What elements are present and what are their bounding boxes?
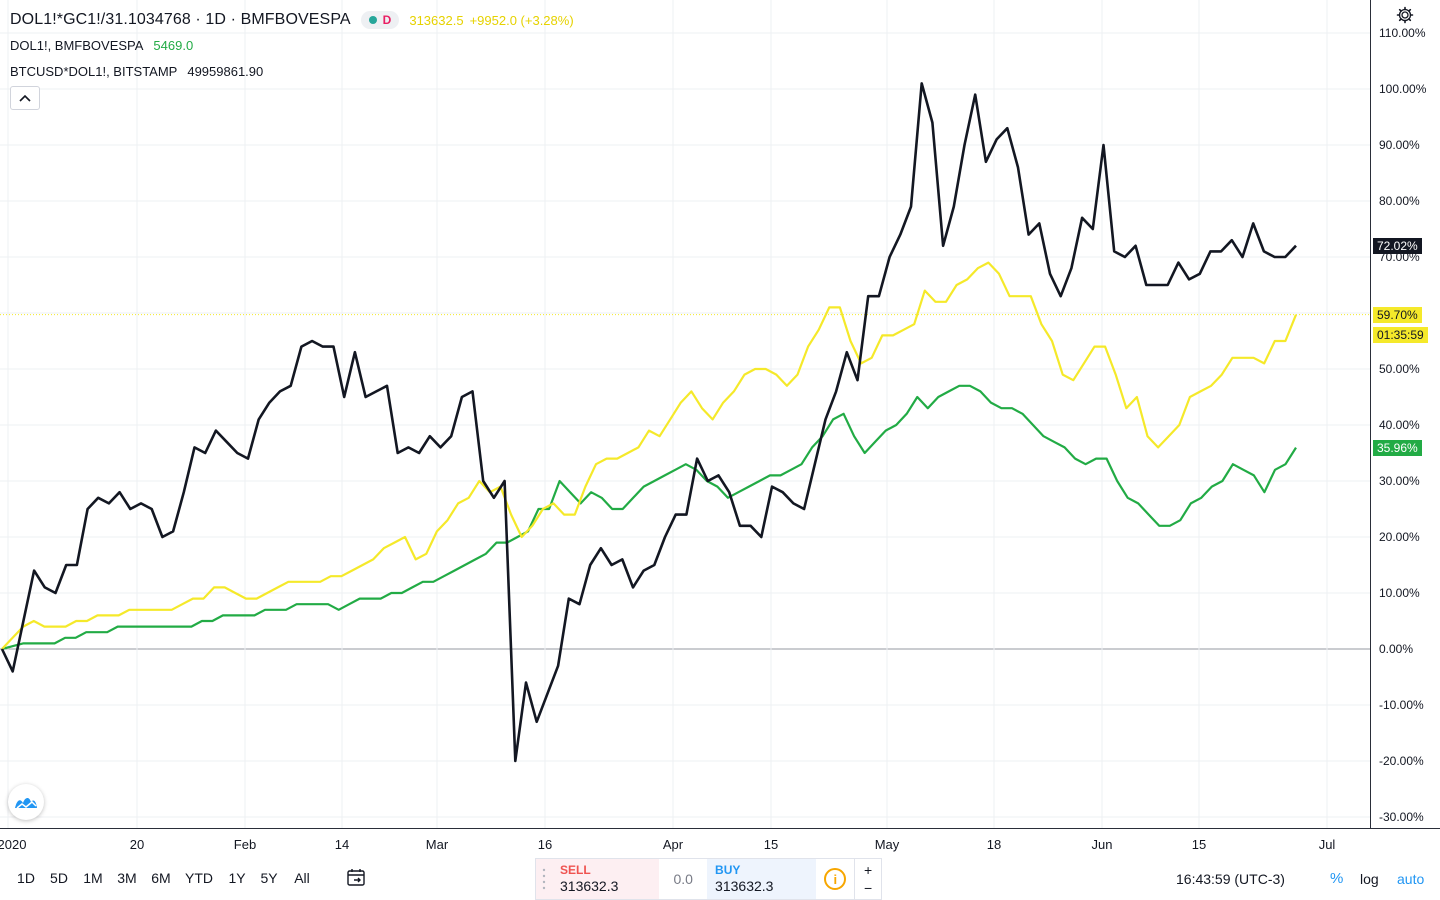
percent-scale-toggle[interactable]: % (1330, 870, 1344, 887)
timezone-clock[interactable]: 16:43:59 (UTC-3) (1176, 871, 1285, 887)
chart-settings-button[interactable] (1396, 6, 1414, 24)
time-tick-label: 14 (334, 837, 350, 852)
interval-badge: D (382, 13, 392, 27)
collapse-legend-button[interactable] (10, 86, 40, 110)
comparison-symbol-2: BTCUSD*DOL1!, BITSTAMP (10, 63, 178, 79)
range-button-all[interactable]: All (294, 870, 310, 886)
market-open-dot-icon (368, 16, 377, 24)
time-tick-label: 20 (129, 837, 145, 852)
time-tick-label: Mar (425, 837, 449, 852)
price-tick-label: 10.00% (1379, 586, 1420, 600)
time-tick-label: May (874, 837, 900, 852)
time-tick-label: Feb (233, 837, 257, 852)
calendar-arrow-icon (347, 869, 365, 886)
chart-grid (0, 0, 1370, 828)
price-tick-label: 100.00% (1379, 82, 1427, 96)
yellow-series-price-label: 59.70% (1373, 306, 1422, 323)
price-change: +9952.0 (+3.28%) (469, 12, 574, 28)
buy-price: 313632.3 (715, 878, 774, 894)
log-scale-toggle[interactable]: log (1360, 871, 1379, 887)
gear-icon (1396, 6, 1414, 24)
price-tick-label: 50.00% (1379, 362, 1420, 376)
chevron-up-icon (19, 94, 31, 102)
range-button-1m[interactable]: 1M (83, 870, 103, 886)
main-symbol-title[interactable]: DOL1!*GC1!/31.1034768 · 1D · BMFBOVESPA (10, 11, 351, 28)
price-tick-label: -10.00% (1379, 698, 1424, 712)
go-to-date-button[interactable] (346, 868, 368, 888)
price-tick-label: 110.00% (1379, 26, 1426, 40)
time-tick-label: 15 (1191, 837, 1207, 852)
green-series-line (1, 384, 1297, 651)
trading-panel: SELL 313632.3 0.0 BUY 313632.3 i + − (535, 858, 882, 900)
time-tick-label: 16 (537, 837, 553, 852)
main-symbol-row: DOL1!*GC1!/31.1034768 · 1D · BMFBOVESPA … (10, 8, 574, 32)
range-button-5y[interactable]: 5Y (260, 870, 278, 886)
yellow-series-line (1, 261, 1298, 650)
comparison-value-2: 49959861.90 (187, 63, 264, 79)
price-axis[interactable]: 110.00%100.00%90.00%80.00%70.00%60.00%50… (1370, 0, 1440, 828)
time-tick-label: 18 (986, 837, 1002, 852)
buy-label: BUY (715, 863, 741, 877)
price-tick-label: 80.00% (1379, 194, 1420, 208)
price-tick-label: -30.00% (1379, 810, 1424, 824)
time-tick-label: Jul (1318, 837, 1336, 852)
comparison-symbol-1: DOL1!, BMFBOVESPA (10, 37, 144, 53)
black-series-price-label: 72.02% (1373, 237, 1422, 254)
price-tick-label: 90.00% (1379, 138, 1420, 152)
time-axis[interactable]: 2020 20 Feb 14 Mar 16 Apr 15 May 18 Jun 15 Jul (0, 828, 1440, 858)
time-tick-label: 2020 (0, 837, 27, 852)
decrease-quantity-button[interactable]: − (863, 880, 873, 896)
green-series-price-label: 35.96% (1373, 439, 1422, 456)
auto-scale-toggle[interactable]: auto (1397, 871, 1425, 887)
spread-value: 0.0 (673, 871, 693, 887)
bar-countdown-label: 01:35:59 (1373, 326, 1428, 343)
tradingview-logo[interactable] (8, 784, 44, 820)
time-tick-label: 15 (763, 837, 779, 852)
series-layer (0, 82, 1298, 763)
range-button-6m[interactable]: 6M (151, 870, 171, 886)
comparison-value-1: 5469.0 (153, 37, 194, 53)
time-tick-label: Apr (662, 837, 684, 852)
quantity-stepper: + − (854, 859, 881, 899)
price-tick-label: -20.00% (1379, 754, 1424, 768)
tradingview-logo-icon (15, 797, 37, 809)
price-tick-label: 20.00% (1379, 530, 1420, 544)
price-tick-label: 0.00% (1379, 642, 1414, 656)
info-icon: i (824, 868, 847, 890)
time-tick-label: Jun (1091, 837, 1113, 852)
sell-price: 313632.3 (560, 878, 619, 894)
sell-button[interactable]: SELL 313632.3 (536, 859, 660, 899)
market-status-badge[interactable]: D (360, 11, 400, 29)
sell-label: SELL (560, 863, 591, 877)
chart-area[interactable] (0, 0, 1370, 828)
range-button-1d[interactable]: 1D (17, 870, 35, 886)
range-button-ytd[interactable]: YTD (185, 870, 213, 886)
range-button-1y[interactable]: 1Y (228, 870, 246, 886)
buy-button[interactable]: BUY 313632.3 (707, 859, 817, 899)
price-tick-label: 30.00% (1379, 474, 1420, 488)
drag-handle-icon (542, 868, 546, 890)
black-series-line (0, 82, 1297, 763)
comparison-row-1[interactable]: DOL1!, BMFBOVESPA 5469.0 (10, 32, 574, 58)
last-price: 313632.5 (409, 12, 464, 28)
range-button-3m[interactable]: 3M (117, 870, 137, 886)
legend-header: DOL1!*GC1!/31.1034768 · 1D · BMFBOVESPA … (10, 8, 574, 84)
comparison-row-2[interactable]: BTCUSD*DOL1!, BITSTAMP 49959861.90 (10, 58, 574, 84)
info-button[interactable]: i (816, 859, 854, 899)
increase-quantity-button[interactable]: + (863, 862, 873, 878)
range-button-5d[interactable]: 5D (50, 870, 68, 886)
chart-plot[interactable] (0, 0, 1370, 828)
price-tick-label: 40.00% (1379, 418, 1420, 432)
